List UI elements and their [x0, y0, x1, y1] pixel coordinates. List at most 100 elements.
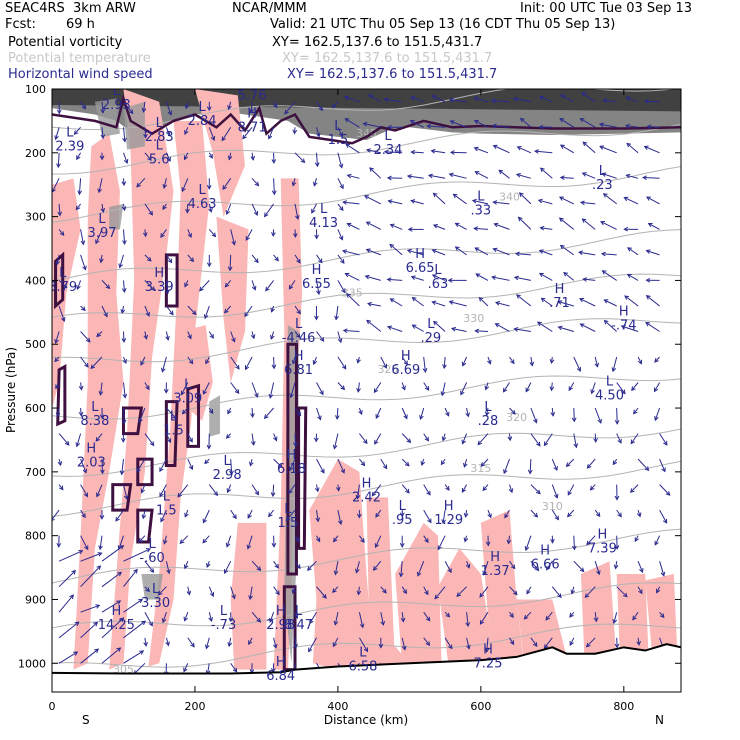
wind-arrowhead	[254, 490, 260, 496]
wind-vector	[143, 101, 146, 112]
extremum-type: H	[86, 441, 96, 456]
wind-vector	[345, 273, 360, 281]
wind-arrowhead	[314, 234, 319, 240]
wind-vector	[540, 227, 553, 230]
wind-arrowhead	[410, 275, 416, 280]
wind-arrowhead	[557, 300, 563, 305]
wind-arrowhead	[142, 232, 148, 238]
wind-vector	[165, 433, 171, 443]
wind-arrowhead	[271, 232, 276, 237]
wind-arrowhead	[97, 188, 102, 194]
plot-frame	[51, 88, 682, 693]
wind-vector	[551, 382, 553, 391]
wind-vector	[613, 612, 618, 624]
wind-vector	[509, 560, 516, 569]
wind-vector	[264, 203, 275, 217]
wind-vector	[423, 433, 429, 442]
wind-vector	[530, 407, 537, 423]
wind-vector	[632, 611, 639, 620]
wind-arrowhead	[250, 334, 256, 340]
wind-arrowhead	[296, 411, 302, 417]
extremum-type: L	[284, 502, 292, 517]
wind-vector	[202, 509, 210, 523]
wind-vector	[616, 509, 622, 517]
wind-arrowhead	[637, 359, 643, 365]
forecast-label: Fcst:	[5, 17, 36, 32]
wind-vector	[288, 484, 296, 494]
wind-vector	[573, 535, 575, 550]
wind-arrowhead	[319, 390, 324, 396]
wind-arrowhead	[661, 467, 666, 473]
wind-vector	[451, 328, 467, 332]
wind-vector	[229, 254, 232, 271]
wind-vector	[482, 484, 489, 491]
wind-arrowhead	[235, 364, 240, 370]
wind-vector	[375, 509, 382, 518]
wind-arrowhead	[55, 412, 61, 418]
wind-vector	[627, 273, 639, 281]
wind-vector	[423, 484, 431, 496]
wind-vector	[566, 458, 575, 467]
wind-vector	[76, 433, 82, 447]
wind-arrowhead	[553, 493, 559, 499]
wind-vector	[551, 586, 562, 598]
wind-arrowhead	[633, 409, 638, 415]
wind-arrowhead	[550, 538, 555, 544]
wind-arrowhead	[71, 569, 77, 575]
wind-vector	[366, 320, 382, 332]
wind-arrowhead	[77, 190, 83, 196]
wind-arrowhead	[473, 96, 479, 102]
wind-arrowhead	[333, 570, 339, 576]
wind-arrowhead	[475, 273, 481, 278]
wind-vector	[123, 650, 144, 664]
extremum-type: H	[276, 604, 286, 619]
wind-arrowhead	[166, 569, 171, 575]
pv-contour-loop	[136, 508, 154, 544]
wind-arrowhead	[96, 332, 101, 338]
wind-arrowhead	[598, 122, 604, 128]
wind-vector	[123, 356, 127, 364]
wind-vector	[228, 152, 232, 160]
wind-arrowhead	[484, 647, 490, 653]
wind-arrowhead	[644, 98, 649, 104]
wind-vector	[358, 612, 364, 628]
wind-arrowhead	[424, 386, 430, 391]
wind-vector	[344, 96, 360, 103]
wind-vector	[367, 303, 381, 307]
wind-arrowhead	[313, 437, 319, 443]
wind-arrowhead	[624, 123, 630, 129]
wind-vector	[141, 484, 146, 493]
wind-arrowhead	[612, 618, 618, 625]
wind-arrowhead	[224, 282, 230, 288]
wind-vector	[182, 407, 189, 415]
extremum-value: .63	[428, 277, 449, 292]
wind-vector	[433, 224, 446, 230]
extremum-value: .23	[592, 178, 613, 193]
wind-vector	[269, 612, 275, 623]
wind-vector	[659, 611, 665, 618]
wind-arrowhead	[404, 461, 410, 467]
wind-vector	[359, 458, 365, 466]
extremum-type: L	[156, 138, 164, 153]
wind-arrowhead	[597, 418, 602, 424]
wind-vector	[337, 178, 344, 189]
wind-arrowhead	[492, 200, 498, 205]
extremum-value: 1.5	[163, 424, 184, 439]
wind-arrowhead	[554, 515, 559, 521]
extremum-type: L	[198, 183, 206, 198]
wind-arrowhead	[485, 541, 491, 547]
wind-vector	[453, 193, 467, 205]
wind-arrowhead	[332, 103, 337, 109]
extremum-value: .95	[392, 513, 413, 528]
wind-arrowhead	[344, 272, 350, 278]
init-time: Init: 00 UTC Tue 03 Sep 13	[520, 1, 693, 16]
extremum-value: -.73	[211, 618, 236, 633]
wind-vector	[80, 565, 101, 588]
wind-vector	[123, 484, 128, 500]
wind-arrowhead	[509, 613, 514, 619]
pv-contour-loop	[111, 483, 133, 512]
extremum-value: 6.18	[277, 462, 306, 477]
wind-vector	[74, 126, 81, 135]
wind-vector	[230, 509, 237, 519]
wind-arrowhead	[202, 538, 208, 544]
